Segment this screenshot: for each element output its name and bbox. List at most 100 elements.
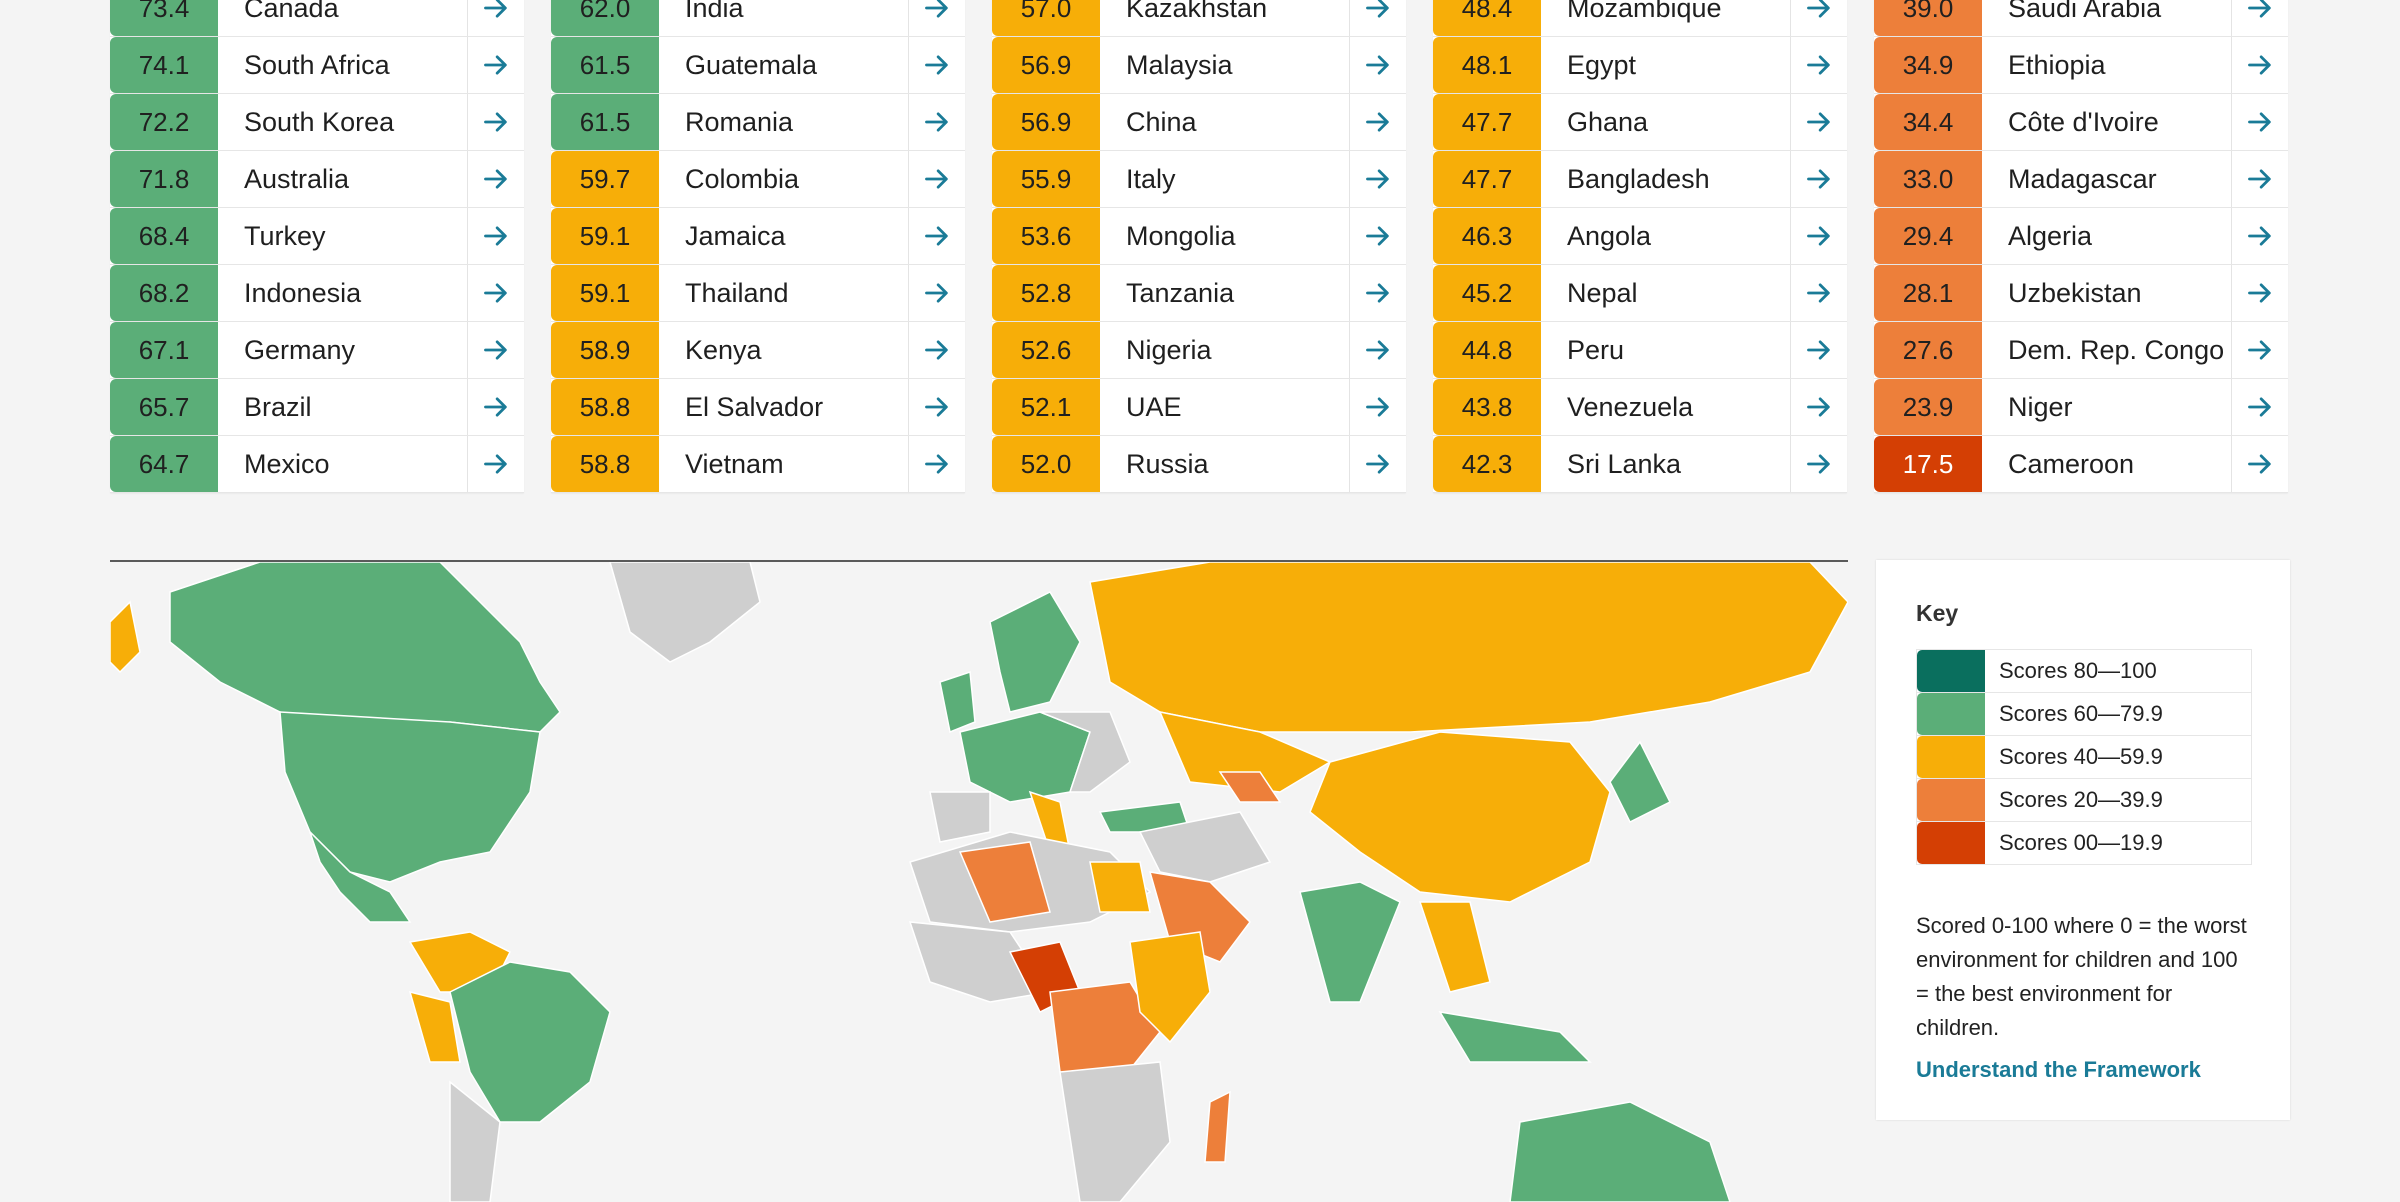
country-row[interactable]: 48.1 Egypt bbox=[1433, 37, 1847, 94]
country-row[interactable]: 33.0 Madagascar bbox=[1874, 151, 2288, 208]
country-row[interactable]: 61.5 Romania bbox=[551, 94, 965, 151]
country-row[interactable]: 58.8 Vietnam bbox=[551, 436, 965, 493]
arrow-right-icon[interactable] bbox=[909, 94, 965, 150]
country-row[interactable]: 28.1 Uzbekistan bbox=[1874, 265, 2288, 322]
arrow-right-icon[interactable] bbox=[1350, 379, 1406, 435]
country-row[interactable]: 39.0 Saudi Arabia bbox=[1874, 0, 2288, 37]
country-row[interactable]: 48.4 Mozambique bbox=[1433, 0, 1847, 37]
arrow-right-icon[interactable] bbox=[468, 94, 524, 150]
understand-framework-link[interactable]: Understand the Framework bbox=[1916, 1057, 2201, 1082]
country-name: Italy bbox=[1100, 151, 1350, 207]
country-row[interactable]: 52.8 Tanzania bbox=[992, 265, 1406, 322]
arrow-right-icon[interactable] bbox=[909, 436, 965, 492]
country-row[interactable]: 42.3 Sri Lanka bbox=[1433, 436, 1847, 493]
arrow-right-icon[interactable] bbox=[468, 151, 524, 207]
arrow-right-icon[interactable] bbox=[2232, 208, 2288, 264]
arrow-right-icon[interactable] bbox=[909, 208, 965, 264]
arrow-right-icon[interactable] bbox=[2232, 322, 2288, 378]
country-row[interactable]: 72.2 South Korea bbox=[110, 94, 524, 151]
country-row[interactable]: 65.7 Brazil bbox=[110, 379, 524, 436]
country-row[interactable]: 58.8 El Salvador bbox=[551, 379, 965, 436]
world-map[interactable] bbox=[110, 560, 1848, 1202]
country-row[interactable]: 64.7 Mexico bbox=[110, 436, 524, 493]
arrow-right-icon[interactable] bbox=[1791, 436, 1847, 492]
arrow-right-icon[interactable] bbox=[909, 265, 965, 321]
arrow-right-icon[interactable] bbox=[468, 436, 524, 492]
arrow-right-icon[interactable] bbox=[468, 265, 524, 321]
country-name: Bangladesh bbox=[1541, 151, 1791, 207]
country-row[interactable]: 47.7 Ghana bbox=[1433, 94, 1847, 151]
country-name: Jamaica bbox=[659, 208, 909, 264]
arrow-right-icon[interactable] bbox=[1350, 436, 1406, 492]
arrow-right-icon[interactable] bbox=[1350, 151, 1406, 207]
country-row[interactable]: 58.9 Kenya bbox=[551, 322, 965, 379]
country-row[interactable]: 34.9 Ethiopia bbox=[1874, 37, 2288, 94]
arrow-right-icon[interactable] bbox=[2232, 151, 2288, 207]
arrow-right-icon[interactable] bbox=[909, 151, 965, 207]
country-row[interactable]: 59.1 Thailand bbox=[551, 265, 965, 322]
arrow-right-icon[interactable] bbox=[468, 322, 524, 378]
arrow-right-icon[interactable] bbox=[1350, 265, 1406, 321]
country-row[interactable]: 17.5 Cameroon bbox=[1874, 436, 2288, 493]
country-row[interactable]: 68.2 Indonesia bbox=[110, 265, 524, 322]
country-row[interactable]: 52.6 Nigeria bbox=[992, 322, 1406, 379]
arrow-right-icon[interactable] bbox=[1791, 322, 1847, 378]
arrow-right-icon[interactable] bbox=[1791, 208, 1847, 264]
arrow-right-icon[interactable] bbox=[1791, 94, 1847, 150]
country-row[interactable]: 29.4 Algeria bbox=[1874, 208, 2288, 265]
arrow-right-icon[interactable] bbox=[468, 37, 524, 93]
country-row[interactable]: 47.7 Bangladesh bbox=[1433, 151, 1847, 208]
country-row[interactable]: 73.4 Canada bbox=[110, 0, 524, 37]
country-row[interactable]: 45.2 Nepal bbox=[1433, 265, 1847, 322]
country-row[interactable]: 27.6 Dem. Rep. Congo bbox=[1874, 322, 2288, 379]
country-row[interactable]: 52.0 Russia bbox=[992, 436, 1406, 493]
legend-item: Scores 00—19.9 bbox=[1917, 822, 2251, 864]
arrow-right-icon[interactable] bbox=[1791, 379, 1847, 435]
arrow-right-icon[interactable] bbox=[1791, 37, 1847, 93]
arrow-right-icon[interactable] bbox=[2232, 436, 2288, 492]
country-name: Mongolia bbox=[1100, 208, 1350, 264]
country-row[interactable]: 59.1 Jamaica bbox=[551, 208, 965, 265]
arrow-right-icon[interactable] bbox=[1791, 265, 1847, 321]
arrow-right-icon[interactable] bbox=[1791, 0, 1847, 36]
country-row[interactable]: 56.9 China bbox=[992, 94, 1406, 151]
arrow-right-icon[interactable] bbox=[909, 379, 965, 435]
arrow-right-icon[interactable] bbox=[468, 379, 524, 435]
arrow-right-icon[interactable] bbox=[1350, 37, 1406, 93]
country-row[interactable]: 68.4 Turkey bbox=[110, 208, 524, 265]
country-name: China bbox=[1100, 94, 1350, 150]
country-row[interactable]: 57.0 Kazakhstan bbox=[992, 0, 1406, 37]
arrow-right-icon[interactable] bbox=[909, 322, 965, 378]
country-row[interactable]: 34.4 Côte d'Ivoire bbox=[1874, 94, 2288, 151]
arrow-right-icon[interactable] bbox=[909, 37, 965, 93]
country-row[interactable]: 56.9 Malaysia bbox=[992, 37, 1406, 94]
country-row[interactable]: 23.9 Niger bbox=[1874, 379, 2288, 436]
arrow-right-icon[interactable] bbox=[2232, 265, 2288, 321]
country-row[interactable]: 46.3 Angola bbox=[1433, 208, 1847, 265]
arrow-right-icon[interactable] bbox=[2232, 94, 2288, 150]
country-row[interactable]: 44.8 Peru bbox=[1433, 322, 1847, 379]
country-row[interactable]: 43.8 Venezuela bbox=[1433, 379, 1847, 436]
arrow-right-icon[interactable] bbox=[1350, 322, 1406, 378]
arrow-right-icon[interactable] bbox=[468, 208, 524, 264]
country-row[interactable]: 71.8 Australia bbox=[110, 151, 524, 208]
arrow-right-icon[interactable] bbox=[1791, 151, 1847, 207]
arrow-right-icon[interactable] bbox=[468, 0, 524, 36]
country-row[interactable]: 59.7 Colombia bbox=[551, 151, 965, 208]
arrow-right-icon[interactable] bbox=[1350, 0, 1406, 36]
world-map-svg[interactable] bbox=[110, 562, 1848, 1202]
country-row[interactable]: 52.1 UAE bbox=[992, 379, 1406, 436]
country-row[interactable]: 61.5 Guatemala bbox=[551, 37, 965, 94]
country-row[interactable]: 67.1 Germany bbox=[110, 322, 524, 379]
arrow-right-icon[interactable] bbox=[2232, 0, 2288, 36]
arrow-right-icon[interactable] bbox=[2232, 37, 2288, 93]
country-row[interactable]: 74.1 South Africa bbox=[110, 37, 524, 94]
score-badge: 33.0 bbox=[1874, 151, 1982, 207]
country-row[interactable]: 55.9 Italy bbox=[992, 151, 1406, 208]
country-row[interactable]: 53.6 Mongolia bbox=[992, 208, 1406, 265]
arrow-right-icon[interactable] bbox=[2232, 379, 2288, 435]
arrow-right-icon[interactable] bbox=[1350, 94, 1406, 150]
arrow-right-icon[interactable] bbox=[1350, 208, 1406, 264]
country-row[interactable]: 62.0 India bbox=[551, 0, 965, 37]
arrow-right-icon[interactable] bbox=[909, 0, 965, 36]
